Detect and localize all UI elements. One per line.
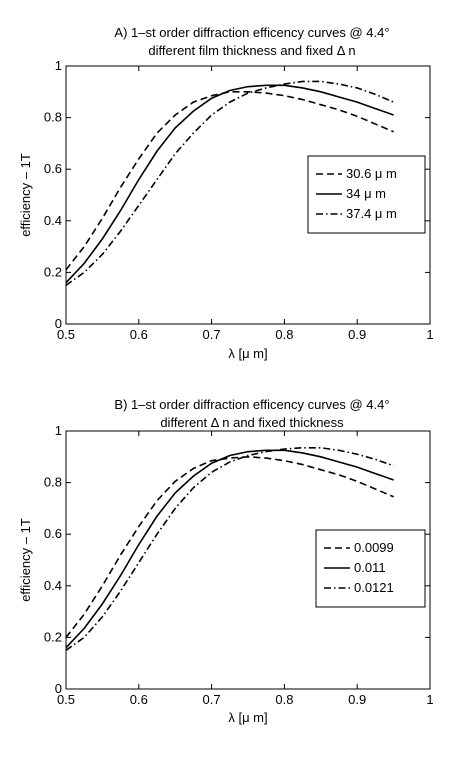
y-tick-label: 0.2	[44, 264, 62, 279]
y-axis-label: efficiency – 1T	[18, 153, 33, 237]
chart-title: B) 1–st order diffraction efficency curv…	[114, 397, 389, 412]
series-lines	[65, 80, 394, 286]
x-tick-label: 0.9	[348, 692, 366, 707]
plot-area	[65, 430, 431, 690]
y-tick-label: 0.8	[44, 110, 62, 125]
legend: 0.0099 0.011 0.0121	[315, 529, 426, 608]
series-line-dashdot	[65, 80, 394, 286]
chart-panel-b: B) 1–st order diffraction efficency curv…	[18, 397, 434, 725]
series-line-solid	[65, 84, 394, 284]
x-tick-label: 0.5	[57, 692, 75, 707]
y-tick-label: 0.4	[44, 213, 62, 228]
x-tick-label: 1	[426, 327, 433, 342]
x-tick-label: 0.8	[275, 327, 293, 342]
x-tick-label: 0.8	[275, 692, 293, 707]
y-tick-label: 0	[55, 681, 62, 696]
x-tick-label: 0.6	[130, 327, 148, 342]
legend-label: 0.0121	[354, 580, 394, 595]
y-tick-label: 0.6	[44, 526, 62, 541]
y-tick-label: 0.8	[44, 475, 62, 490]
y-tick-label: 1	[55, 58, 62, 73]
x-tick-label: 0.7	[203, 327, 221, 342]
x-axis-ticks: 0.5 0.6 0.7 0.8 0.9 1	[57, 431, 434, 707]
legend-label: 0.011	[354, 560, 386, 575]
y-axis-ticks: 0 0.2 0.4 0.6 0.8 1	[44, 423, 430, 696]
x-axis-ticks: 0.5 0.6 0.7 0.8 0.9 1	[57, 66, 434, 342]
series-line-dashdot	[65, 446, 394, 651]
x-tick-label: 0.5	[57, 327, 75, 342]
chart-subtitle: different Δ n and fixed thickness	[160, 415, 344, 430]
x-tick-label: 1	[426, 692, 433, 707]
series-line-dashed	[65, 455, 394, 638]
series-line-solid	[65, 449, 394, 649]
x-tick-label: 0.9	[348, 327, 366, 342]
x-axis-label: λ [μ m]	[228, 346, 267, 361]
plot-area	[65, 65, 431, 325]
series-lines	[65, 446, 394, 651]
legend-label: 0.0099	[354, 540, 394, 555]
y-tick-label: 0	[55, 316, 62, 331]
series-line-dashed	[65, 91, 394, 271]
legend-label: 34 μ m	[346, 186, 386, 201]
x-tick-label: 0.6	[130, 692, 148, 707]
y-axis-ticks: 0 0.2 0.4 0.6 0.8 1	[44, 58, 430, 331]
y-tick-label: 1	[55, 423, 62, 438]
legend-label: 30.6 μ m	[346, 166, 397, 181]
x-tick-label: 0.7	[203, 692, 221, 707]
chart-title: A) 1–st order diffraction efficency curv…	[114, 25, 389, 40]
y-axis-label: efficiency – 1T	[18, 518, 33, 602]
y-tick-label: 0.6	[44, 161, 62, 176]
legend: 30.6 μ m 34 μ m 37.4 μ m	[307, 155, 426, 234]
y-tick-label: 0.2	[44, 629, 62, 644]
legend-label: 37.4 μ m	[346, 206, 397, 221]
chart-subtitle: different film thickness and fixed Δ n	[148, 43, 355, 58]
chart-panel-a: A) 1–st order diffraction efficency curv…	[18, 25, 434, 361]
x-axis-label: λ [μ m]	[228, 710, 267, 725]
y-tick-label: 0.4	[44, 578, 62, 593]
